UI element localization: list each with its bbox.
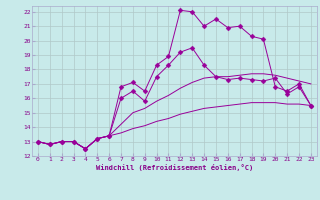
X-axis label: Windchill (Refroidissement éolien,°C): Windchill (Refroidissement éolien,°C) — [96, 164, 253, 171]
